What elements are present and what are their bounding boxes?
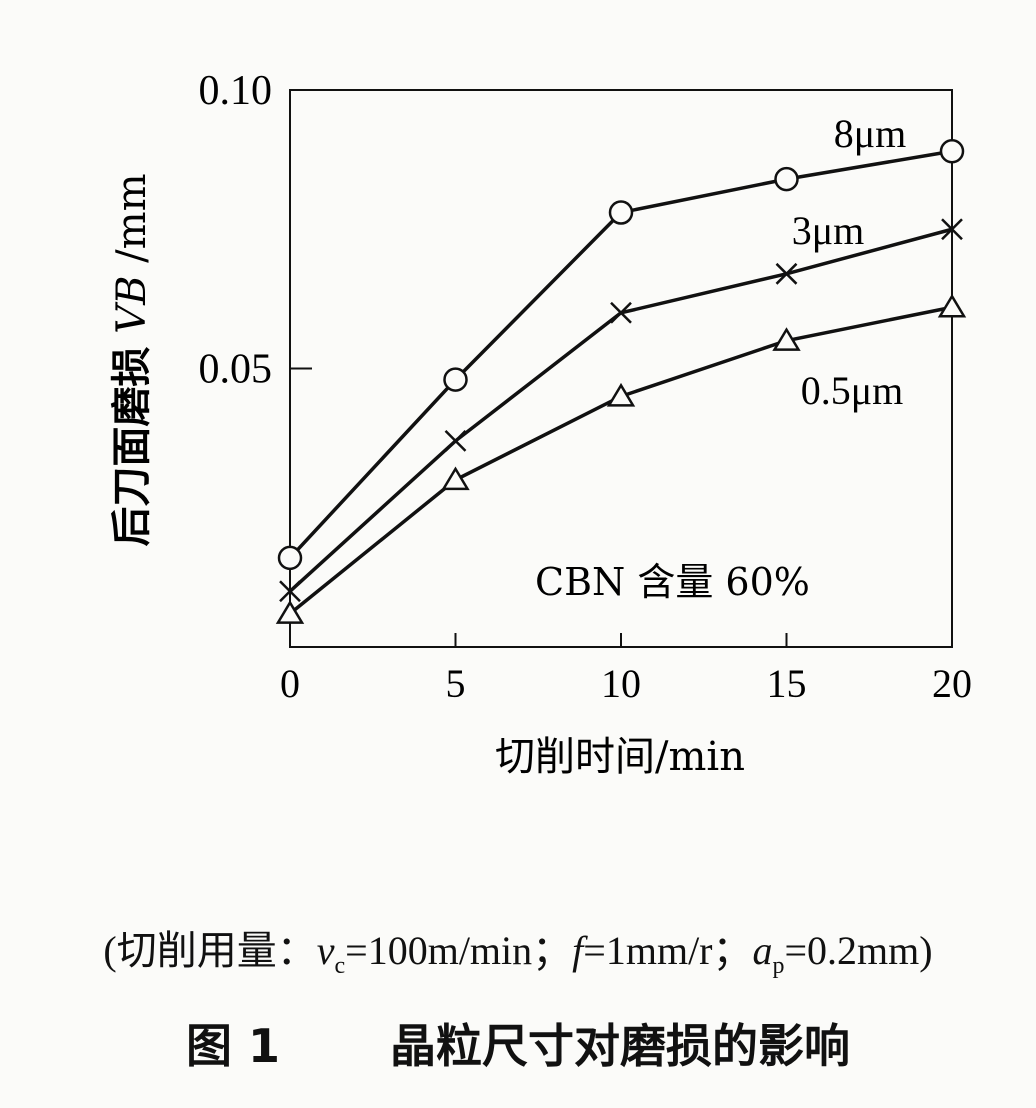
data-point-circle [939, 139, 965, 164]
data-point-circle [774, 166, 799, 192]
wear-chart: 0 5 10 15 20 0.10 0.05 8μm 3μm 0.5μm CBN 含量 60% 切… [108, 68, 972, 780]
data-point-cross [444, 430, 467, 452]
f-symbol: f [572, 928, 584, 973]
data-point-triangle [606, 382, 636, 407]
y-axis-label-cn: 后刀面磨损 [108, 347, 155, 547]
series-label-circle: 8μm [834, 111, 907, 156]
x-tick-label: 10 [601, 661, 641, 706]
x-tick-label: 15 [767, 661, 807, 706]
data-point-cross [279, 580, 301, 603]
y-axis-label-unit: /mm [109, 173, 155, 262]
cbn-annotation: CBN 含量 60% [535, 560, 810, 604]
vc-symbol: v [316, 928, 335, 973]
figure-caption: 图 1 晶粒尺寸对磨损的影响 [0, 1010, 1036, 1076]
data-point-circle [277, 545, 303, 571]
params-prefix: (切削用量： [103, 928, 317, 973]
x-axis-label: 切削时间/min [495, 734, 745, 780]
data-point-cross [610, 301, 632, 324]
series-label-cross: 3μm [792, 208, 865, 253]
x-tick-label: 5 [446, 661, 466, 706]
y-tick-label: 0.05 [199, 347, 273, 393]
data-point-triangle [275, 600, 305, 624]
data-point-triangle [772, 327, 801, 351]
ap-subscript: p [772, 953, 785, 979]
figure-label: 图 1 [185, 1019, 281, 1073]
series-label-triangle: 0.5μm [801, 368, 904, 413]
ap-symbol: a [752, 928, 773, 973]
y-tick-label: 0.10 [199, 68, 273, 114]
f-value: =1mm/r； [583, 928, 753, 973]
data-point-triangle [441, 466, 470, 491]
x-tick-label: 20 [932, 661, 972, 706]
y-axis-label: 后刀面磨损 VB /mm [108, 173, 155, 546]
vc-value: =100m/min； [345, 928, 573, 973]
data-point-circle [443, 367, 468, 392]
x-tick-label: 0 [280, 661, 300, 706]
y-axis-label-symbol: VB [109, 276, 155, 334]
cutting-parameters-caption: (切削用量：vc=100m/min；f=1mm/r；ap=0.2mm) [0, 918, 1036, 980]
ap-value: =0.2mm) [784, 928, 933, 973]
data-point-cross [775, 262, 798, 285]
data-point-circle [608, 200, 634, 225]
data-point-triangle [937, 293, 967, 318]
vc-subscript: c [334, 953, 346, 979]
data-point-cross [941, 218, 963, 241]
figure-title: 晶粒尺寸对磨损的影响 [390, 1019, 851, 1073]
